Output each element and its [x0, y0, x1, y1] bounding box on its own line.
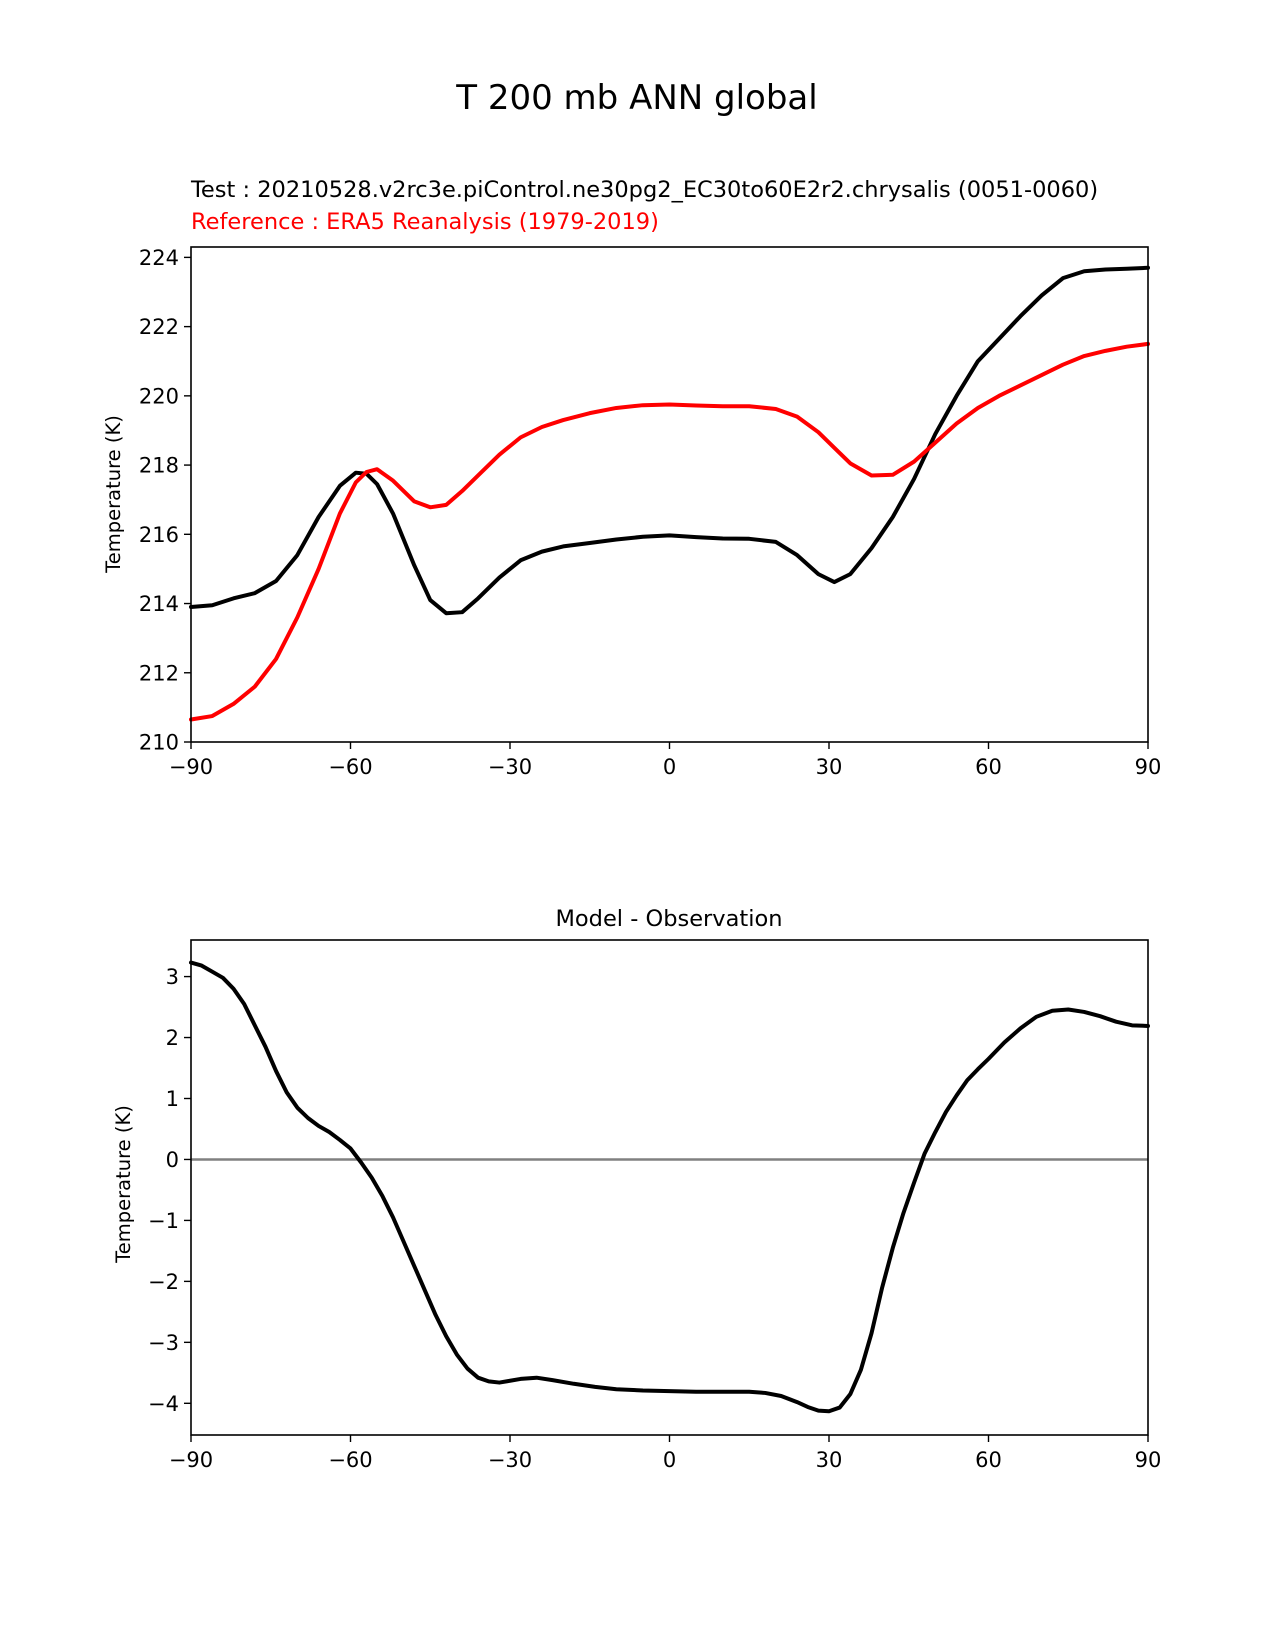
top-x-tick-label: 60: [975, 755, 1002, 779]
bottom-y-tick-label: 0: [166, 1148, 179, 1172]
bottom-y-tick-label: −2: [148, 1270, 179, 1294]
bottom-x-tick-label: 60: [975, 1448, 1002, 1472]
top-x-tick-label: −30: [488, 755, 532, 779]
bottom-y-tick-label: −1: [148, 1209, 179, 1233]
top-x-tick-label: −60: [328, 755, 372, 779]
top-x-tick-label: 30: [816, 755, 843, 779]
bottom-y-tick-label: −4: [148, 1392, 179, 1416]
bottom-y-axis-label: Temperature (K): [112, 1105, 135, 1264]
top-y-tick-label: 216: [139, 523, 179, 547]
bottom-y-tick-label: −3: [148, 1331, 179, 1355]
bottom-plot-frame: [190, 939, 1149, 1436]
top-plot-frame: [190, 246, 1149, 743]
bottom-y-tick-label: 1: [166, 1087, 179, 1111]
top-x-tick-label: −90: [169, 755, 213, 779]
bottom-x-tick-label: −60: [328, 1448, 372, 1472]
top-y-tick-label: 210: [139, 731, 179, 755]
top-x-tick-label: 0: [663, 755, 676, 779]
bottom-x-tick-label: 0: [663, 1448, 676, 1472]
figure-title: T 200 mb ANN global: [455, 78, 817, 118]
top-y-tick-label: 212: [139, 661, 179, 685]
top-series-reference-line: [189, 341, 1150, 722]
test-label: Test : 20210528.v2rc3e.piControl.ne30pg2…: [190, 177, 1098, 203]
bottom-series-model-observation-line: [189, 960, 1150, 1414]
top-axes: −90 −60 −30 0 30 60 90 210 212 214 216 218 220 222 224: [139, 246, 1161, 779]
top-series-test-line: [189, 265, 1150, 616]
bottom-x-tick-label: 30: [816, 1448, 843, 1472]
bottom-axes: −90 −60 −30 0 30 60 90 −4 −3 −2 −1 0 1 2 3: [148, 965, 1161, 1472]
bottom-x-tick-label: 90: [1135, 1448, 1162, 1472]
top-y-tick-label: 218: [139, 454, 179, 478]
top-y-tick-label: 220: [139, 384, 179, 408]
bottom-panel-title: Model - Observation: [556, 906, 783, 932]
bottom-y-tick-label: 3: [166, 965, 179, 989]
top-plot-lines: [189, 265, 1150, 722]
top-y-axis-label: Temperature (K): [102, 415, 125, 574]
bottom-plot-lines: [189, 960, 1150, 1414]
top-y-tick-label: 224: [139, 246, 179, 270]
bottom-y-tick-label: 2: [166, 1026, 179, 1050]
bottom-x-tick-label: −90: [169, 1448, 213, 1472]
bottom-panel: Model - Observation Temperature (K) −90−…: [112, 906, 1161, 1472]
top-panel: Test : 20210528.v2rc3e.piControl.ne30pg2…: [102, 177, 1161, 779]
top-x-tick-label: 90: [1135, 755, 1162, 779]
bottom-x-tick-label: −30: [488, 1448, 532, 1472]
top-y-tick-label: 214: [139, 592, 179, 616]
top-y-tick-label: 222: [139, 315, 179, 339]
reference-label: Reference : ERA5 Reanalysis (1979-2019): [191, 209, 659, 235]
